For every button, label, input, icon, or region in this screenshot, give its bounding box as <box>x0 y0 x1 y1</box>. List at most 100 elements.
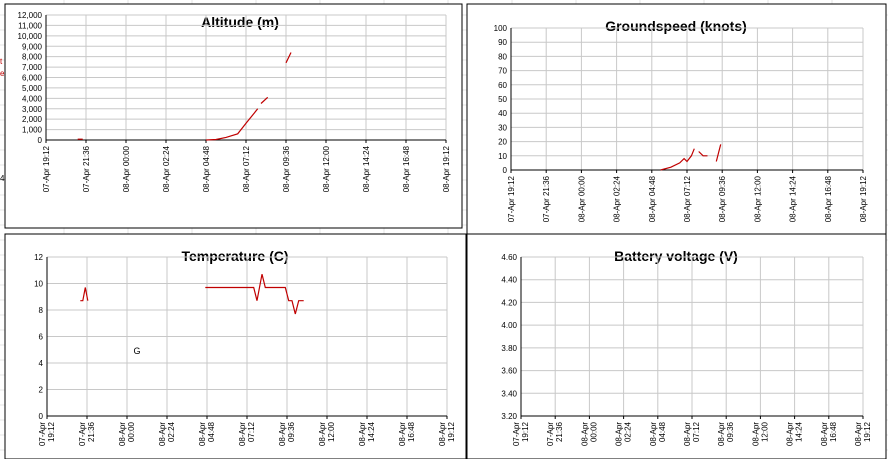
x-tick-label: 08-Apr12:00 <box>751 421 769 446</box>
x-tick-label: 07-Apr 19:12 <box>507 175 516 222</box>
y-tick-label: 4 <box>39 359 44 368</box>
y-tick-label: 2 <box>39 386 44 395</box>
y-tick-label: 6,000 <box>22 74 43 83</box>
x-tick-label: 08-Apr19:12 <box>438 421 456 446</box>
x-tick-label: 08-Apr 04:48 <box>202 145 211 192</box>
y-tick-label: 2,000 <box>22 115 43 124</box>
chart-area <box>466 233 887 459</box>
y-tick-label: 10 <box>498 152 507 161</box>
y-tick-label: 9,000 <box>22 42 43 51</box>
series-line-segment <box>660 148 695 171</box>
y-tick-label: 5,000 <box>22 84 43 93</box>
y-tick-label: 6 <box>39 333 44 342</box>
x-tick-label: 08-Apr09:36 <box>278 421 296 446</box>
y-tick-label: 3.40 <box>501 389 517 398</box>
series-line-segment <box>715 144 722 162</box>
y-tick-label: 4.00 <box>501 321 517 330</box>
y-tick-label: 4,000 <box>22 94 43 103</box>
y-tick-label: 80 <box>498 52 507 61</box>
x-tick-label: 08-Apr16:48 <box>820 421 838 446</box>
x-tick-label: 07-Apr19:12 <box>38 421 56 446</box>
x-tick-label: 07-Apr 21:36 <box>82 145 91 192</box>
x-tick-label: 08-Apr 19:12 <box>442 145 451 192</box>
series-line-segment <box>698 151 708 157</box>
x-tick-label: 08-Apr04:48 <box>198 421 216 446</box>
x-tick-label: 08-Apr00:00 <box>580 421 598 446</box>
x-tick-label: 08-Apr16:48 <box>398 421 416 446</box>
x-tick-label: 07-Apr 21:36 <box>542 175 551 222</box>
y-tick-label: 12 <box>34 253 43 262</box>
y-tick-label: 60 <box>498 81 507 90</box>
temperature-chart[interactable]: Temperature (C) 0 2 4 6 8 10 12 07-Apr19:12 07-Ap… <box>4 233 467 459</box>
x-tick-label: 08-Apr 12:00 <box>753 175 762 222</box>
x-tick-label: 08-Apr 14:24 <box>789 175 798 222</box>
x-tick-label: 08-Apr14:24 <box>358 421 376 446</box>
series-line-segment <box>205 108 259 141</box>
y-tick-label: 12,000 <box>18 11 43 20</box>
y-tick-label: 0 <box>38 136 43 145</box>
x-tick-label: 08-Apr 09:36 <box>282 145 291 192</box>
x-tick-label: 07-Apr21:36 <box>546 421 564 446</box>
y-tick-label: 10,000 <box>18 32 43 41</box>
chart-title: Temperature (C) <box>181 248 288 264</box>
x-tick-label: 08-Apr19:12 <box>854 421 872 446</box>
chart-title: Battery voltage (V) <box>614 248 738 264</box>
y-tick-label: 1,000 <box>22 126 43 135</box>
y-tick-label: 90 <box>498 38 507 47</box>
series-line-segment <box>80 287 89 302</box>
x-tick-label: 07-Apr 19:12 <box>42 145 51 192</box>
y-tick-label: 100 <box>494 24 508 33</box>
groundspeed-chart[interactable]: Groundspeed (knots) 0 10 20 30 40 50 60 70 80 90 10… <box>466 3 887 235</box>
y-tick-label: 50 <box>498 95 507 104</box>
x-tick-label: 08-Apr04:48 <box>649 421 667 446</box>
x-tick-label: 08-Apr 00:00 <box>577 175 586 222</box>
chart-area <box>4 3 463 229</box>
x-tick-label: 08-Apr 07:12 <box>242 145 251 192</box>
y-tick-label: 7,000 <box>22 63 43 72</box>
y-tick-label: 70 <box>498 67 507 76</box>
y-tick-label: 4.40 <box>501 276 517 285</box>
x-tick-label: 08-Apr00:00 <box>118 421 136 446</box>
sheet-fragment-text: 4: <box>0 174 7 183</box>
chart-title: Altitude (m) <box>201 14 279 30</box>
x-tick-label: 08-Apr02:24 <box>158 421 176 446</box>
x-tick-label: 08-Apr14:24 <box>786 421 804 446</box>
x-tick-label: 08-Apr 16:48 <box>402 145 411 192</box>
y-tick-label: 30 <box>498 123 507 132</box>
x-tick-label: 08-Apr 00:00 <box>122 145 131 192</box>
battery-voltage-chart[interactable]: Battery voltage (V) 3.20 3.40 3.60 3.80 4.00 4… <box>466 233 887 459</box>
x-tick-label: 08-Apr 19:12 <box>859 175 868 222</box>
x-tick-label: 08-Apr 02:24 <box>613 175 622 222</box>
y-tick-label: 10 <box>34 280 43 289</box>
y-tick-label: 20 <box>498 138 507 147</box>
x-tick-label: 08-Apr 09:36 <box>718 175 727 222</box>
x-tick-label: 08-Apr 14:24 <box>362 145 371 192</box>
y-tick-label: 8,000 <box>22 53 43 62</box>
y-tick-label: 40 <box>498 109 507 118</box>
y-tick-label: 8 <box>39 306 44 315</box>
x-tick-label: 07-Apr19:12 <box>512 421 530 446</box>
y-tick-label: 0 <box>503 166 508 175</box>
chart-annotation: G <box>133 346 140 356</box>
x-tick-label: 08-Apr 04:48 <box>648 175 657 222</box>
sheet-fragment-text: t <box>0 57 3 66</box>
x-tick-label: 08-Apr02:24 <box>615 421 633 446</box>
y-tick-label: 3.60 <box>501 367 517 376</box>
y-tick-label: 3.20 <box>501 412 517 421</box>
y-tick-label: 3.80 <box>501 344 517 353</box>
y-tick-label: 4.20 <box>501 298 517 307</box>
series-line-segment <box>260 96 269 104</box>
y-tick-label: 0 <box>39 412 44 421</box>
x-tick-label: 08-Apr 02:24 <box>162 145 171 192</box>
x-tick-label: 08-Apr07:12 <box>683 421 701 446</box>
y-tick-label: 4.60 <box>501 253 517 262</box>
x-tick-label: 07-Apr21:36 <box>78 421 96 446</box>
x-tick-label: 08-Apr 07:12 <box>683 175 692 222</box>
sheet-fragment-text: e <box>0 69 5 78</box>
x-tick-label: 08-Apr 12:00 <box>322 145 331 192</box>
x-tick-label: 08-Apr 16:48 <box>824 175 833 222</box>
y-tick-label: 3,000 <box>22 105 43 114</box>
series-line-segment <box>205 274 304 315</box>
